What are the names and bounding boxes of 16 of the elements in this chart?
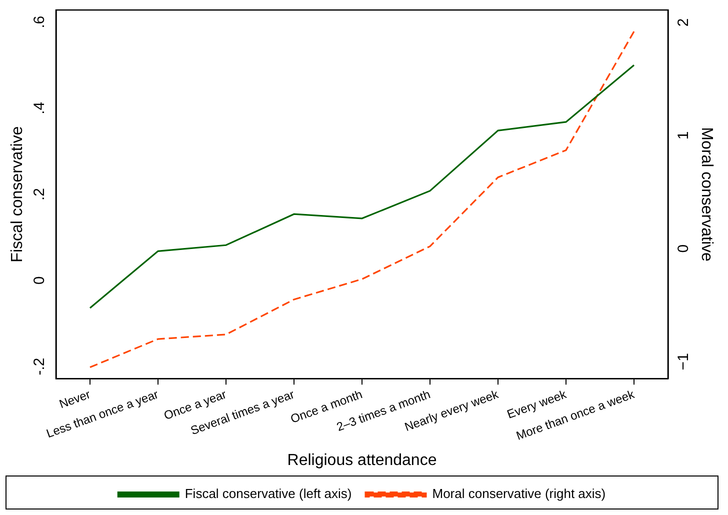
y2-tick-label: 2 bbox=[675, 18, 692, 27]
x-tick-label: Never bbox=[57, 387, 92, 412]
y-axis-title: Fiscal conservative bbox=[9, 126, 26, 262]
y2-tick-label: 1 bbox=[675, 131, 692, 140]
line-series bbox=[89, 30, 635, 368]
y2-tick-label: −1 bbox=[675, 353, 692, 370]
legend-label: Fiscal conservative (left axis) bbox=[184, 486, 352, 502]
y-tick-label: -.2 bbox=[31, 358, 48, 376]
y-tick-label: .6 bbox=[31, 16, 48, 28]
y2-axis-title: Moral conservative bbox=[698, 127, 715, 262]
y-tick-label: 0 bbox=[31, 276, 48, 285]
y-tick-label: .4 bbox=[31, 102, 48, 114]
y-tick-label: .2 bbox=[31, 188, 48, 201]
legend-label: Moral conservative (right axis) bbox=[432, 486, 606, 502]
y2-tick-label: 0 bbox=[675, 244, 692, 253]
x-axis-title: Religious attendance bbox=[287, 452, 437, 469]
